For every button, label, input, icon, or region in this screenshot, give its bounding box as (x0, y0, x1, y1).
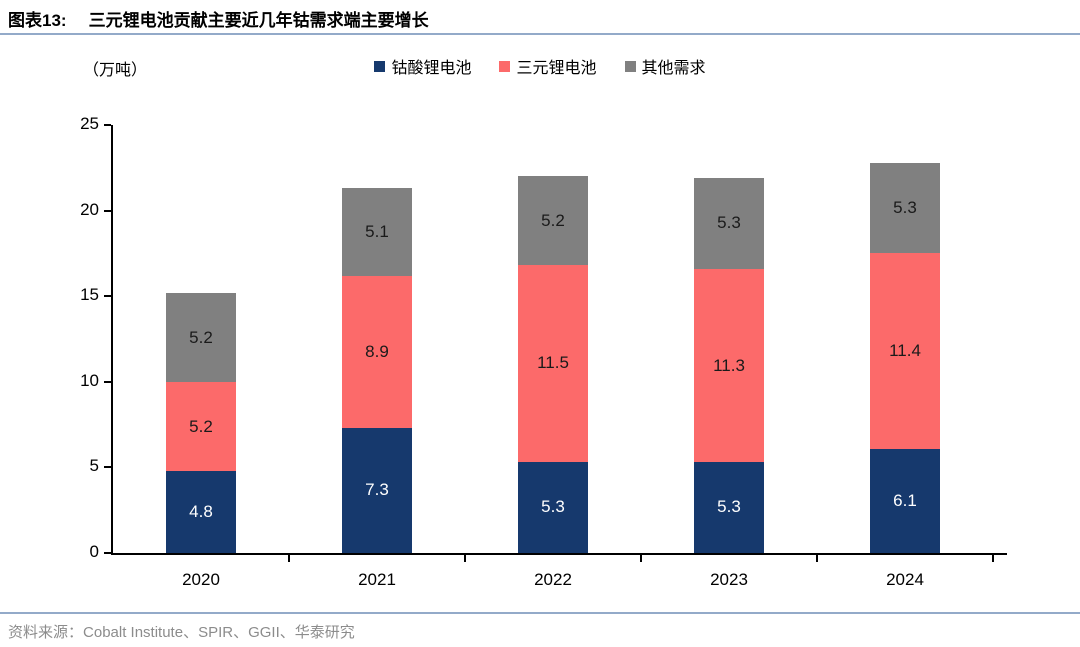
y-axis-line (111, 125, 113, 553)
y-tick (104, 295, 111, 298)
bar-segment-ternary-battery: 8.9 (341, 275, 413, 428)
x-tick (992, 555, 994, 562)
bar-value-label: 11.3 (713, 355, 745, 375)
x-tick (640, 555, 642, 562)
y-tick (104, 380, 111, 383)
source-line: 资料来源：Cobalt Institute、SPIR、GGII、华泰研究 (8, 621, 355, 642)
bar-value-label: 5.3 (717, 213, 741, 233)
figure-title: 图表13: 三元锂电池贡献主要近几年钴需求端主要增长 (8, 6, 429, 31)
y-tick-label: 15 (80, 285, 99, 305)
legend-swatch-icon (374, 60, 386, 72)
legend-swatch-icon (499, 60, 511, 72)
bar-segment-other-demand: 5.3 (693, 178, 765, 269)
y-tick (104, 209, 111, 212)
bar-segment-ternary-battery: 11.4 (869, 253, 941, 449)
source-text: Cobalt Institute、SPIR、GGII、华泰研究 (83, 624, 355, 641)
figure-number-label: 图表13: (8, 11, 67, 30)
bar-value-label: 5.1 (365, 222, 389, 242)
y-tick-label: 0 (89, 542, 99, 561)
title-divider (0, 33, 1080, 35)
chart-legend: 钴酸锂电池 三元锂电池 其他需求 (0, 54, 1080, 78)
bar-segment-cobalt-oxide-battery: 4.8 (165, 470, 237, 553)
bar-value-label: 7.3 (365, 480, 389, 500)
bar-value-label: 8.9 (365, 341, 389, 361)
bar-segment-ternary-battery: 5.2 (165, 381, 237, 471)
bar-segment-other-demand: 5.1 (341, 188, 413, 276)
x-tick-label: 2024 (886, 570, 924, 589)
bar-value-label: 5.3 (717, 497, 741, 517)
legend-item-cobalt-oxide-battery: 钴酸锂电池 (374, 54, 471, 78)
bar-segment-cobalt-oxide-battery: 5.3 (517, 462, 589, 553)
bar-segment-cobalt-oxide-battery: 6.1 (869, 448, 941, 553)
bar-segment-other-demand: 5.2 (517, 176, 589, 266)
x-tick-label: 2023 (710, 570, 748, 589)
y-tick (104, 552, 111, 554)
footer-divider (0, 612, 1080, 614)
bar-segment-other-demand: 5.3 (869, 162, 941, 254)
x-tick (288, 555, 290, 562)
bar-value-label: 5.3 (541, 497, 565, 517)
y-tick-label: 10 (80, 370, 99, 390)
y-tick-label: 25 (80, 114, 99, 133)
x-tick-label: 2021 (358, 570, 396, 589)
legend-label: 钴酸锂电池 (391, 60, 472, 77)
legend-label: 三元锂电池 (516, 60, 597, 77)
x-axis-line (111, 553, 1007, 555)
y-tick-label: 5 (89, 456, 99, 476)
x-tick (816, 555, 818, 562)
bar-value-label: 5.2 (541, 211, 565, 231)
x-tick (464, 555, 466, 562)
bar-segment-ternary-battery: 11.5 (517, 265, 589, 463)
y-tick (104, 124, 111, 126)
y-tick-label: 20 (80, 199, 99, 219)
x-tick-label: 2022 (534, 570, 572, 589)
x-tick-label: 2020 (182, 570, 220, 589)
legend-item-other-demand: 其他需求 (624, 54, 706, 78)
bar-value-label: 11.4 (889, 341, 921, 361)
y-axis-unit-label: （万吨） (83, 62, 148, 79)
bar-value-label: 4.8 (189, 501, 213, 521)
source-label: 资料来源： (8, 624, 84, 641)
bar-value-label: 6.1 (893, 490, 917, 510)
legend-item-ternary-battery: 三元锂电池 (499, 54, 597, 78)
bar-value-label: 11.5 (537, 353, 569, 373)
bar-segment-cobalt-oxide-battery: 7.3 (341, 428, 413, 553)
bar-segment-ternary-battery: 11.3 (693, 268, 765, 463)
bar-value-label: 5.2 (189, 416, 213, 436)
bar-value-label: 5.2 (189, 327, 213, 347)
bar-value-label: 5.3 (893, 197, 917, 217)
figure-title-text: 三元锂电池贡献主要近几年钴需求端主要增长 (88, 11, 429, 30)
legend-swatch-icon (624, 60, 636, 72)
bar-segment-other-demand: 5.2 (165, 292, 237, 382)
y-tick (104, 466, 111, 469)
bar-segment-cobalt-oxide-battery: 5.3 (693, 462, 765, 553)
legend-label: 其他需求 (641, 60, 706, 77)
